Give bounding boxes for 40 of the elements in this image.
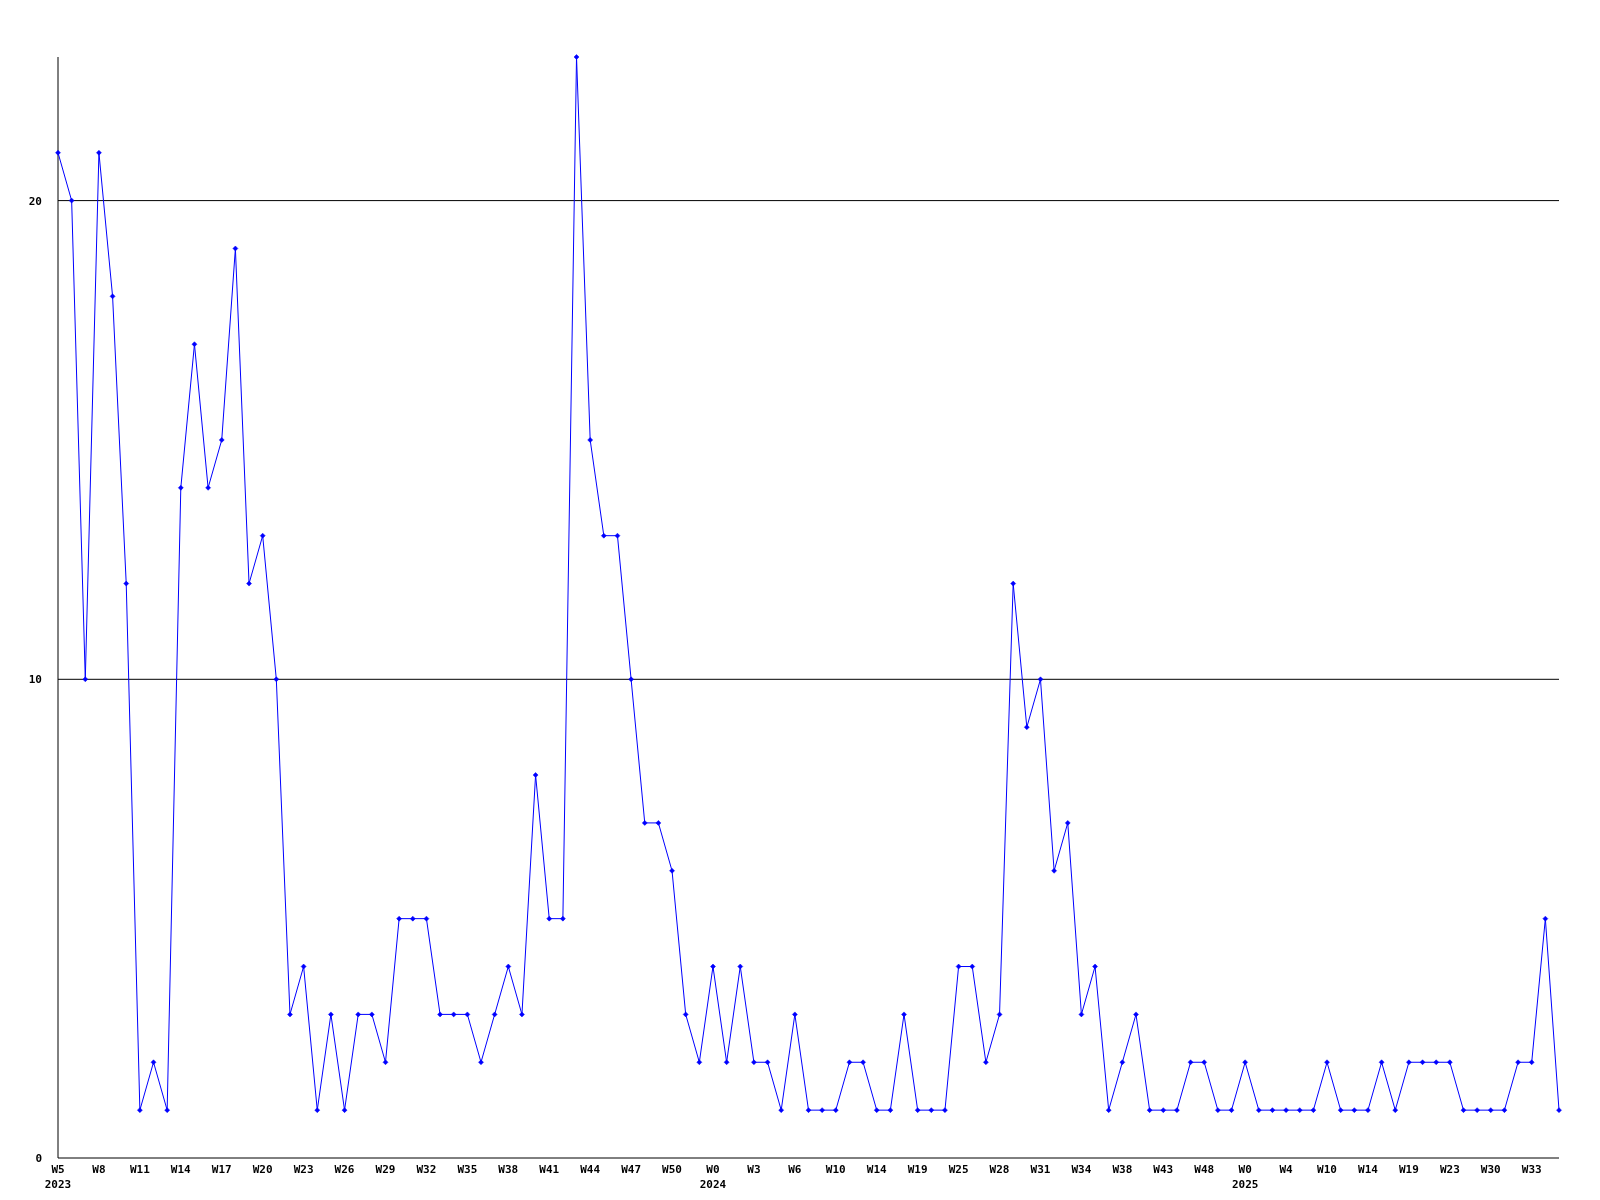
- x-tick-label: W38: [498, 1163, 519, 1176]
- y-tick-label: 0: [35, 1152, 42, 1165]
- x-tick-label: W32: [416, 1163, 437, 1176]
- x-tick-label: W3: [747, 1163, 761, 1176]
- x-tick-label: W31: [1030, 1163, 1051, 1176]
- y-tick-label: 10: [28, 673, 42, 687]
- x-tick-label: W33: [1521, 1163, 1542, 1176]
- x-tick-label: W28: [989, 1163, 1010, 1176]
- y-tick-label: 20: [28, 194, 42, 208]
- x-tick-label: W34: [1071, 1163, 1092, 1176]
- x-tick-label: W29: [375, 1163, 396, 1176]
- x-tick-label: W14: [1358, 1163, 1379, 1176]
- x-tick-label: W23: [1439, 1163, 1460, 1176]
- x-tick-label: W48: [1194, 1163, 1215, 1176]
- x-tick-label: W19: [1398, 1163, 1419, 1176]
- x-tick-label: W41: [539, 1163, 560, 1176]
- x-tick-label: W23: [293, 1163, 314, 1176]
- x-tick-label: W0 2025: [1231, 1163, 1259, 1191]
- x-tick-label: W0 2024: [699, 1163, 727, 1191]
- x-tick-label: W17: [211, 1163, 232, 1176]
- x-tick-label: W6: [788, 1163, 802, 1176]
- x-tick-label: W25: [948, 1163, 969, 1176]
- x-tick-label: W14: [866, 1163, 888, 1176]
- x-tick-label: W11: [129, 1163, 151, 1176]
- x-tick-label: W35: [457, 1163, 478, 1176]
- x-tick-label: W19: [907, 1163, 928, 1176]
- x-tick-label: W5 2023: [44, 1163, 72, 1191]
- x-tick-label: W10: [1317, 1163, 1337, 1176]
- x-tick-label: W10: [825, 1163, 846, 1176]
- x-tick-label: W8: [92, 1163, 106, 1176]
- x-tick-label: W38: [1112, 1163, 1133, 1176]
- x-tick-label: W50: [662, 1163, 682, 1176]
- x-tick-label: W30: [1480, 1163, 1501, 1176]
- x-tick-label: W4: [1279, 1163, 1294, 1176]
- x-tick-label: W20: [252, 1163, 273, 1176]
- x-tick-label: W26: [334, 1163, 355, 1176]
- x-tick-label: W43: [1153, 1163, 1174, 1176]
- x-tick-label: W14: [170, 1163, 192, 1176]
- x-tick-label: W44: [580, 1163, 601, 1176]
- x-tick-label: W47: [621, 1163, 642, 1176]
